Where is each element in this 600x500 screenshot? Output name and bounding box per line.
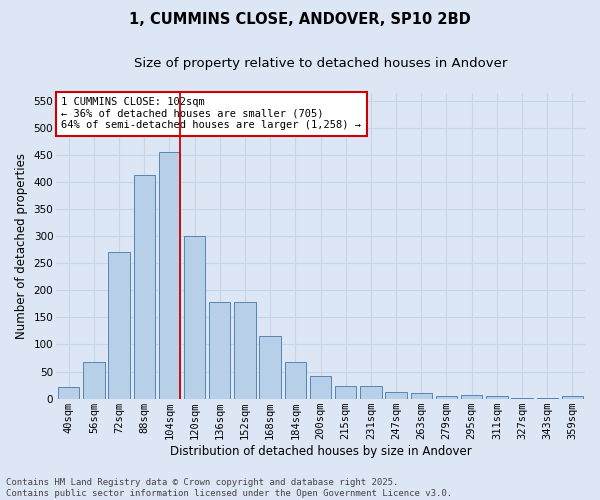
Bar — [184, 236, 205, 398]
Bar — [335, 386, 356, 398]
Bar — [209, 302, 230, 398]
Text: 1 CUMMINS CLOSE: 102sqm
← 36% of detached houses are smaller (705)
64% of semi-d: 1 CUMMINS CLOSE: 102sqm ← 36% of detache… — [61, 97, 361, 130]
Bar — [562, 396, 583, 398]
Text: 1, CUMMINS CLOSE, ANDOVER, SP10 2BD: 1, CUMMINS CLOSE, ANDOVER, SP10 2BD — [129, 12, 471, 28]
Bar — [109, 252, 130, 398]
X-axis label: Distribution of detached houses by size in Andover: Distribution of detached houses by size … — [170, 444, 472, 458]
Bar — [461, 395, 482, 398]
Bar — [58, 386, 79, 398]
Bar — [284, 362, 306, 399]
Bar — [310, 376, 331, 398]
Bar — [486, 396, 508, 398]
Title: Size of property relative to detached houses in Andover: Size of property relative to detached ho… — [134, 58, 507, 70]
Bar — [159, 152, 180, 398]
Bar — [360, 386, 382, 398]
Text: Contains HM Land Registry data © Crown copyright and database right 2025.
Contai: Contains HM Land Registry data © Crown c… — [6, 478, 452, 498]
Y-axis label: Number of detached properties: Number of detached properties — [15, 152, 28, 338]
Bar — [234, 302, 256, 398]
Bar — [259, 336, 281, 398]
Bar — [436, 396, 457, 398]
Bar — [410, 392, 432, 398]
Bar — [385, 392, 407, 398]
Bar — [134, 176, 155, 398]
Bar — [83, 362, 104, 399]
